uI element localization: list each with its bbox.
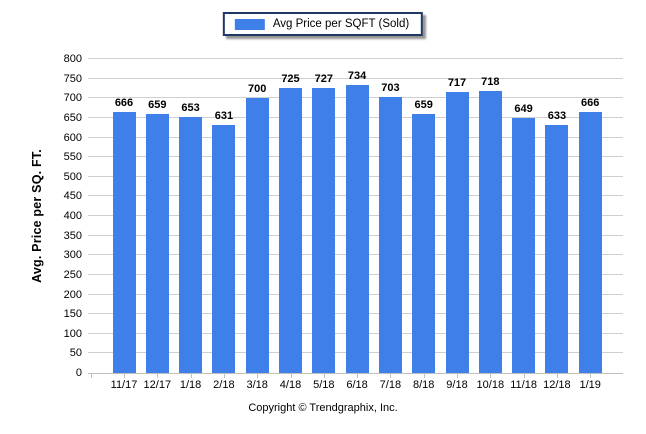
- gridline: [88, 58, 623, 59]
- y-tick-label: 650: [63, 111, 82, 124]
- bar: [445, 91, 469, 373]
- y-tick-label: 750: [63, 72, 82, 85]
- bar-value-label: 718: [481, 76, 500, 89]
- bar: [245, 98, 269, 373]
- x-tick-label: 5/18: [313, 379, 335, 391]
- x-tick-label: 8/18: [412, 379, 435, 391]
- x-tick-label: 3/18: [246, 379, 268, 391]
- bar-value-label: 659: [148, 99, 167, 112]
- bar: [478, 91, 502, 373]
- bar-value-label: 666: [114, 96, 134, 109]
- y-tick-label: 500: [63, 170, 82, 183]
- bar: [279, 88, 302, 373]
- x-tick-label: 12/18: [543, 379, 571, 391]
- bar-value-label: 717: [447, 76, 467, 89]
- bar: [312, 87, 336, 373]
- x-tick-label: 10/18: [476, 379, 505, 391]
- x-axis-tick: [457, 374, 458, 378]
- bar-value-label: 633: [547, 109, 567, 122]
- x-tick-label: 4/18: [279, 379, 302, 391]
- x-axis-tick: [556, 374, 558, 378]
- y-tick-label: 400: [63, 210, 82, 222]
- y-tick-label: 350: [63, 229, 82, 242]
- bar-value-label: 653: [181, 101, 200, 114]
- y-tick-label: 700: [63, 92, 82, 105]
- x-axis-tick: [357, 374, 359, 378]
- bar-value-label: 727: [314, 72, 333, 85]
- legend: Avg Price per SQFT (Sold): [222, 12, 424, 36]
- y-tick-label: 200: [63, 288, 82, 301]
- x-axis-tick: [124, 374, 125, 378]
- x-tick-label: 11/18: [510, 379, 537, 391]
- bar: [512, 118, 536, 373]
- bar-value-label: 666: [581, 96, 600, 109]
- bar: [112, 111, 136, 373]
- y-tick-label: 450: [63, 190, 82, 203]
- y-tick-label: 600: [63, 131, 82, 144]
- x-axis-tick: [257, 374, 259, 378]
- legend-swatch-icon: [234, 18, 265, 30]
- gridline: [88, 77, 623, 79]
- bar: [179, 116, 203, 373]
- bar: [578, 111, 602, 373]
- x-axis-tick: [290, 374, 292, 378]
- x-axis-tick: [590, 374, 592, 378]
- x-tick-label: 9/18: [446, 379, 468, 391]
- x-tick-label: 7/18: [379, 379, 402, 391]
- bar-value-label: 649: [514, 103, 533, 116]
- y-axis-title: Avg. Price per SQ. FT.: [30, 149, 44, 283]
- x-axis-tick: [90, 374, 92, 378]
- x-axis-tick: [390, 374, 392, 378]
- bar: [378, 97, 402, 373]
- x-tick-label: 2/18: [213, 379, 235, 391]
- bar-value-label: 734: [347, 69, 367, 82]
- bar-value-label: 703: [381, 82, 400, 95]
- x-axis-tick: [423, 374, 425, 378]
- x-axis-tick: [223, 374, 225, 378]
- bar-value-label: 700: [248, 83, 267, 96]
- y-tick-label: 150: [63, 308, 82, 321]
- x-tick-label: 1/18: [179, 379, 202, 391]
- x-tick-label: 1/19: [579, 379, 601, 391]
- y-tick-label: 0: [75, 367, 82, 379]
- x-axis-tick: [523, 374, 525, 378]
- y-tick-label: 800: [63, 53, 82, 65]
- x-tick-label: 6/18: [346, 379, 368, 391]
- x-axis-tick: [323, 374, 325, 378]
- bar: [145, 114, 169, 373]
- bar: [345, 84, 369, 373]
- bar-value-label: 725: [281, 73, 300, 86]
- y-tick-label: 100: [63, 327, 82, 340]
- x-axis-tick: [157, 374, 159, 378]
- bar: [545, 124, 569, 373]
- copyright-text: Copyright © Trendgraphix, Inc.: [248, 402, 398, 414]
- y-tick-label: 550: [63, 151, 82, 164]
- bar: [412, 114, 436, 373]
- plot-area: 0 50 100 150 200 250 300 350 400 450 500 550 600 650 7…: [64, 53, 623, 391]
- x-axis-tick: [490, 374, 492, 378]
- legend-label: Avg Price per SQFT (Sold): [272, 18, 410, 30]
- x-axis-tick: [190, 374, 192, 378]
- y-tick-label: 50: [69, 347, 82, 360]
- x-tick-label: 12/17: [143, 379, 172, 391]
- bar-value-label: 659: [414, 99, 433, 112]
- y-tick-label: 250: [63, 268, 82, 281]
- bar: [212, 125, 236, 373]
- bar-value-label: 631: [214, 110, 234, 123]
- y-tick-label: 300: [63, 249, 82, 262]
- x-tick-label: 11/17: [110, 379, 138, 391]
